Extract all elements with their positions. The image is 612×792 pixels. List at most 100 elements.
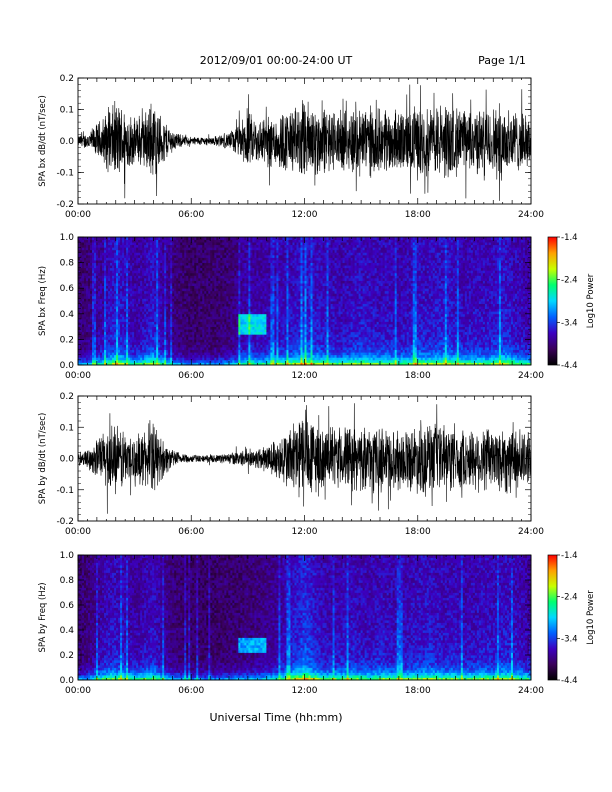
heatmap-cell [180,359,183,363]
heatmap-cell [188,288,191,292]
heatmap-cell [210,293,213,297]
heatmap-cell [162,329,165,333]
heatmap-cell [206,354,209,358]
heatmap-cell [116,272,119,276]
heatmap-cell [174,272,177,276]
heatmap-cell [92,265,95,269]
heatmap-cell [192,318,195,322]
heatmap-cell [222,252,225,256]
heatmap-cell [176,267,179,271]
heatmap-cell [168,357,171,361]
heatmap-cell [116,311,119,315]
heatmap-cell [156,324,159,327]
heatmap-cell [246,344,249,348]
heatmap-cell [132,334,135,338]
heatmap-cell [254,336,257,340]
heatmap-cell [196,267,199,271]
heatmap-cell [252,357,255,361]
heatmap-cell [228,293,231,297]
heatmap-cell [84,242,87,246]
heatmap-cell [110,316,113,320]
heatmap-cell [150,285,153,289]
heatmap-cell [102,326,105,330]
heatmap-cell [230,339,233,343]
y-tick-label: 0.0 [60,137,75,147]
heatmap-cell [206,247,209,251]
heatmap-cell [134,352,137,356]
heatmap-cell [164,267,167,271]
heatmap-cell [140,344,143,348]
heatmap-cell [144,267,147,271]
heatmap-cell [158,293,161,297]
heatmap-cell [200,301,203,304]
heatmap-cell [204,344,207,348]
heatmap-cell [140,290,143,294]
heatmap-cell [116,295,119,299]
heatmap-cell [94,324,97,327]
heatmap-cell [182,298,185,302]
heatmap-cell [192,324,195,327]
heatmap-cell [156,257,159,261]
heatmap-cell [84,267,87,271]
heatmap-cell [144,277,147,281]
heatmap-cell [248,308,251,312]
heatmap-cell [238,301,241,304]
heatmap-cell [156,265,159,269]
heatmap-cell [114,272,117,276]
heatmap-cell [210,262,213,266]
heatmap-cell [198,362,201,366]
heatmap-cell [106,249,109,253]
heatmap-cell [106,277,109,281]
heatmap-cell [206,357,209,361]
heatmap-cell [86,321,89,325]
heatmap-cell [246,329,249,333]
heatmap-cell [126,329,129,333]
heatmap-cell [214,252,217,256]
heatmap-cell [134,239,137,243]
heatmap-cell [90,303,93,307]
heatmap-cell [232,265,235,269]
heatmap-cell [158,301,161,304]
heatmap-cell [126,277,129,281]
heatmap-cell [106,298,109,302]
heatmap-cell [186,270,189,274]
heatmap-cell [254,331,257,335]
heatmap-cell [158,270,161,274]
heatmap-cell [88,262,91,266]
heatmap-cell [204,318,207,322]
heatmap-cell [164,247,167,251]
heatmap-cell [148,244,151,248]
heatmap-cell [208,247,211,251]
heatmap-cell [170,324,173,327]
heatmap-cell [156,280,159,284]
heatmap-cell [152,349,155,353]
heatmap-cell [146,244,149,248]
heatmap-cell [146,341,149,345]
heatmap-cell [168,244,171,248]
heatmap-cell [154,362,157,366]
heatmap-cell [234,362,237,366]
heatmap-cell [238,341,241,345]
heatmap-cell [110,349,113,353]
heatmap-cell [182,306,185,310]
heatmap-cell [158,326,161,330]
heatmap-cell [94,349,97,353]
heatmap-cell [142,293,145,297]
heatmap-cell [130,254,133,258]
heatmap-cell [226,298,229,302]
heatmap-cell [232,352,235,356]
heatmap-cell [242,285,245,289]
heatmap-cell [156,244,159,248]
heatmap-cell [104,334,107,338]
heatmap-cell [234,237,237,240]
heatmap-cell [120,239,123,243]
heatmap-cell [96,331,99,335]
heatmap-cell [176,316,179,320]
heatmap-cell [142,257,145,261]
heatmap-cell [216,249,219,253]
heatmap-cell [212,262,215,266]
heatmap-cell [172,239,175,243]
bx-freq-panel: 00:00 06:00 12:00 18:00 24:000.00.20.40.60.8… [38,233,596,381]
heatmap-cell [108,254,111,258]
heatmap-cell [132,306,135,310]
